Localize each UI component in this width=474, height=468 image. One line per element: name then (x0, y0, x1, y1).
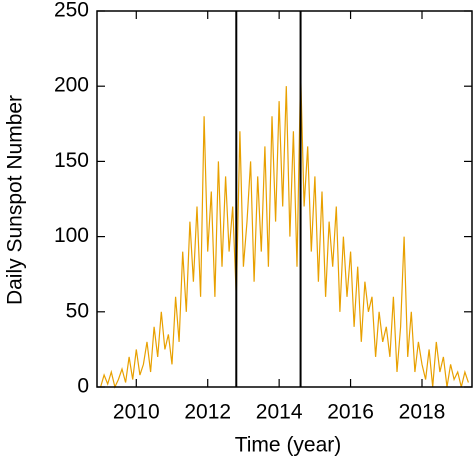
x-tick-label: 2018 (399, 401, 446, 424)
x-tick-label: 2014 (256, 401, 303, 424)
y-tick-label: 100 (54, 224, 89, 247)
y-tick-label: 250 (54, 0, 89, 22)
x-tick-label: 2010 (113, 401, 160, 424)
y-axis-label: Daily Sunspot Number (4, 95, 27, 305)
y-tick-label: 150 (54, 149, 89, 172)
y-tick-label: 200 (54, 74, 89, 97)
y-tick-label: 50 (66, 299, 89, 322)
x-tick-label: 2012 (184, 401, 231, 424)
plot-frame (96, 10, 473, 388)
x-axis-label: Time (year) (235, 434, 342, 457)
y-tick-label: 0 (77, 375, 89, 398)
data-line (100, 71, 469, 389)
x-tick-label: 2016 (327, 401, 374, 424)
